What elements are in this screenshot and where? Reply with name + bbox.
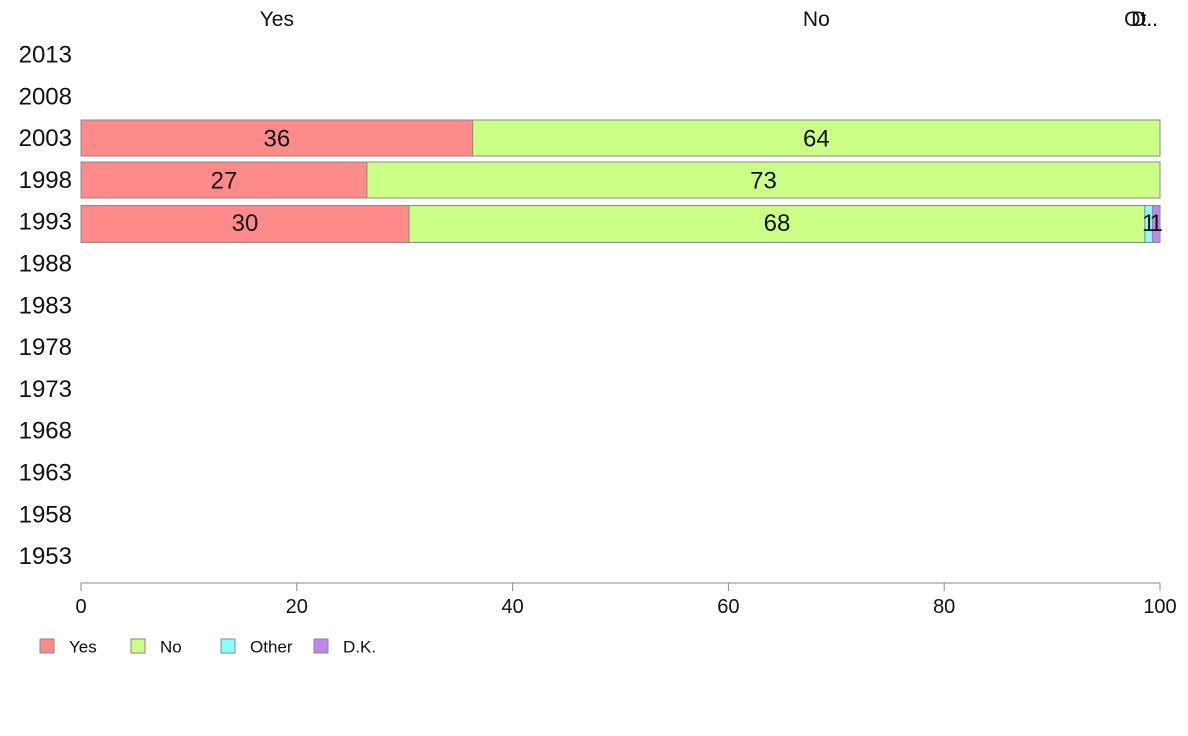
- x-tick-label: 0: [75, 596, 86, 618]
- year-label: 2003: [19, 125, 72, 152]
- data-label: 27: [211, 168, 238, 195]
- legend: Yes No Other D.K.: [39, 638, 376, 657]
- legend-swatch: [39, 638, 55, 654]
- legend-label: D.K.: [343, 638, 376, 657]
- data-label: 1: [1142, 210, 1155, 237]
- bar-segment: [1151, 205, 1161, 243]
- data-label: 30: [232, 210, 259, 237]
- x-tick-label: 80: [933, 596, 955, 618]
- year-label: 1998: [19, 167, 72, 194]
- year-label: 1973: [19, 376, 72, 403]
- year-label: 1963: [19, 460, 72, 487]
- year-label: 2008: [19, 83, 72, 110]
- column-header: No: [803, 8, 830, 31]
- x-axis: 0 20 40 60 80 100: [75, 582, 1177, 618]
- x-tick-label: 20: [286, 596, 308, 618]
- data-label: 36: [263, 126, 290, 153]
- legend-label: Yes: [69, 638, 97, 657]
- year-label: 1983: [19, 292, 72, 319]
- column-header: Yes: [260, 8, 294, 31]
- year-label: 1988: [19, 251, 72, 278]
- legend-label: Other: [250, 638, 293, 657]
- bar-segment: [472, 119, 1161, 157]
- year-label: 1953: [19, 543, 72, 570]
- year-label: 1993: [19, 209, 72, 236]
- data-label: 1: [1150, 210, 1163, 237]
- data-label: 64: [803, 126, 830, 153]
- x-tick-label: 100: [1143, 596, 1176, 618]
- column-header: Ot..: [1124, 8, 1158, 31]
- legend-swatch: [130, 638, 146, 654]
- year-label: 1958: [19, 501, 72, 528]
- data-label: 68: [764, 210, 791, 237]
- bars: [80, 119, 1161, 243]
- legend-swatch: [220, 638, 236, 654]
- year-label: 1968: [19, 418, 72, 445]
- bar-segment: [80, 205, 410, 243]
- x-tick-label: 60: [717, 596, 739, 618]
- year-label: 2013: [19, 42, 72, 69]
- bar-segment: [408, 205, 1146, 243]
- year-label: 1978: [19, 334, 72, 361]
- legend-swatch: [313, 638, 329, 654]
- data-label: 73: [750, 168, 777, 195]
- bar-segment: [366, 161, 1161, 199]
- bar-labels: 36 64 27 73 30 68 11: [211, 126, 1163, 238]
- year-labels: 2013 2008 2003 1998 1993 1988 1983 1978 1973 1968…: [19, 42, 72, 571]
- x-tick-label: 40: [501, 596, 523, 618]
- column-headers: Yes No Ot..D..: [260, 8, 1158, 31]
- column-header: D..: [1131, 8, 1158, 31]
- legend-label: No: [160, 638, 182, 657]
